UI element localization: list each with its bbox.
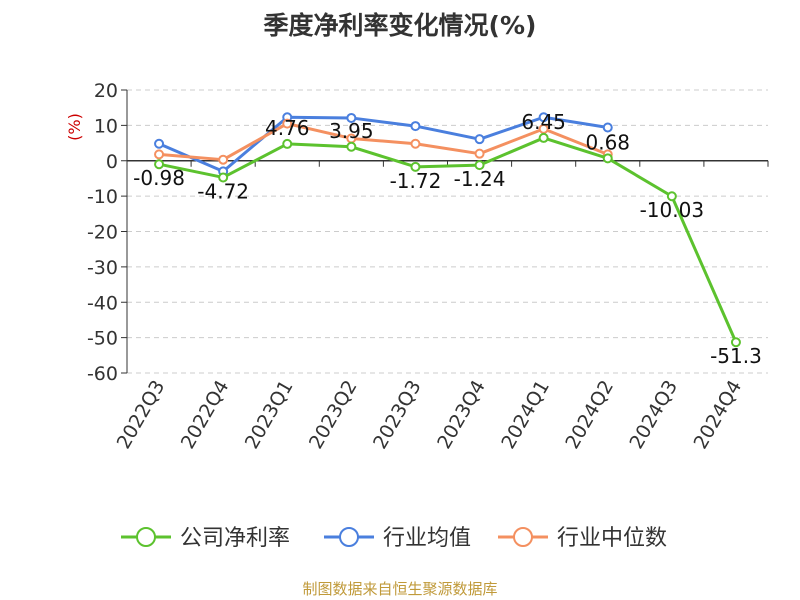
grid-lines	[127, 89, 768, 374]
x-tick-label: 2024Q1	[497, 377, 554, 453]
legend-label: 行业中位数	[557, 526, 667, 551]
x-tick-label: 2024Q3	[625, 377, 682, 453]
series-line	[158, 122, 609, 162]
data-point	[154, 149, 165, 160]
data-point	[218, 172, 229, 183]
x-tick-label: 2023Q3	[369, 377, 426, 453]
data-point	[538, 112, 549, 123]
x-tick-label: 2023Q2	[305, 377, 362, 453]
x-tick-label: 2022Q4	[177, 377, 234, 453]
data-point	[602, 122, 613, 133]
x-tick-label: 2024Q4	[690, 377, 747, 453]
x-tick-label: 2023Q1	[241, 377, 298, 453]
data-label: 6.45	[521, 110, 566, 134]
data-label: 4.76	[265, 116, 310, 140]
y-tick-label: -30	[87, 257, 118, 279]
data-point	[538, 132, 549, 143]
legend-marker	[136, 527, 156, 547]
y-tick-label: -60	[87, 363, 118, 385]
legend-label: 公司净利率	[180, 526, 290, 551]
data-point	[282, 118, 293, 129]
x-tick-label: 2023Q4	[433, 377, 490, 453]
data-point	[666, 191, 677, 202]
legend-label: 行业均值	[383, 526, 471, 551]
y-tick-label: 0	[106, 151, 118, 173]
data-point	[154, 138, 165, 149]
data-label: -1.24	[454, 167, 506, 191]
legend-marker	[339, 527, 359, 547]
data-point	[346, 141, 357, 152]
data-label: -4.72	[197, 179, 249, 203]
data-point	[474, 160, 485, 171]
series-lines	[154, 112, 741, 348]
data-label: 0.68	[585, 130, 630, 154]
y-tick-label: -10	[87, 186, 118, 208]
data-point	[410, 121, 421, 132]
chart-title: 季度净利率变化情况(%)	[263, 11, 537, 40]
data-point	[474, 134, 485, 145]
y-tick-label: -40	[87, 292, 118, 314]
series-line	[158, 115, 608, 173]
y-axis-label: (%)	[65, 113, 84, 141]
data-label: 3.95	[329, 119, 374, 143]
series-line	[158, 136, 738, 343]
data-point	[538, 123, 549, 134]
y-tick-label: 10	[94, 115, 118, 137]
data-point	[602, 153, 613, 164]
x-tick-label: 2022Q3	[113, 377, 170, 453]
data-label: -0.98	[133, 166, 185, 190]
data-labels: -0.98 -4.72 4.76 3.95 -1.72 -1.24 6.45 0.68 -10.…	[133, 110, 762, 368]
legend-item: 公司净利率	[121, 526, 290, 551]
data-label: -1.72	[390, 169, 442, 193]
y-tick-label: 20	[94, 80, 118, 102]
data-point	[474, 148, 485, 159]
data-label: -10.03	[640, 198, 704, 222]
data-point	[410, 138, 421, 149]
data-point	[410, 161, 421, 172]
data-point	[282, 138, 293, 149]
data-point	[730, 337, 741, 348]
legend-marker	[513, 527, 533, 547]
x-tick-label: 2024Q2	[561, 377, 618, 453]
source-note: 制图数据来自恒生聚源数据库	[302, 580, 498, 598]
y-tick-label: -50	[87, 328, 118, 350]
data-point	[154, 159, 165, 170]
data-point	[346, 112, 357, 123]
data-label: -51.3	[710, 344, 762, 368]
legend-item: 行业均值	[324, 526, 471, 551]
y-tick-label: -20	[87, 222, 118, 244]
legend-item: 行业中位数	[498, 526, 667, 551]
data-point	[218, 154, 229, 165]
legend: 公司净利率 行业均值 行业中位数	[121, 526, 667, 551]
